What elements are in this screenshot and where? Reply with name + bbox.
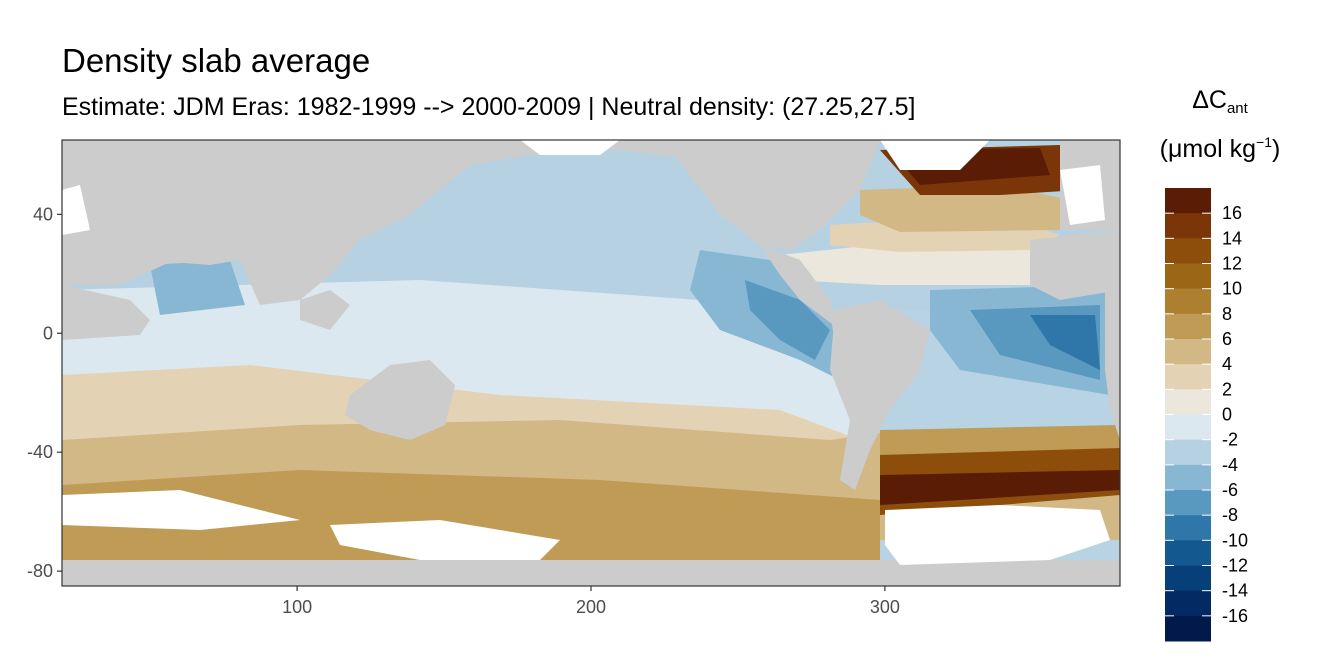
eta-anomaly-core — [1030, 315, 1100, 370]
missing-nordic — [1060, 165, 1105, 225]
missing-ross-indian — [330, 520, 560, 560]
missing-arctic-atlantic — [880, 140, 990, 170]
legend-tick-label: -12 — [1222, 556, 1248, 576]
x-tick-label: 200 — [576, 597, 606, 617]
legend-tick-label: 14 — [1222, 228, 1242, 248]
natl-subtropical — [780, 240, 1030, 285]
legend-color-step — [1165, 490, 1211, 516]
land-maritime-asia — [300, 290, 350, 330]
legend-tick-label: 4 — [1222, 354, 1232, 374]
legend-color-step — [1165, 389, 1211, 415]
legend-color-step — [1165, 339, 1211, 365]
y-tick-label: 0 — [43, 323, 53, 343]
legend-color-step — [1165, 540, 1211, 566]
band-south-60 — [62, 470, 880, 560]
land-east-africa — [62, 285, 150, 340]
legend-tick-label: -2 — [1222, 430, 1238, 450]
missing-arctic-pacific — [520, 140, 620, 155]
land-antarctica — [62, 560, 1120, 586]
x-tick-label: 300 — [870, 597, 900, 617]
y-tick-label: -40 — [27, 442, 53, 462]
legend-tick-label: 16 — [1222, 203, 1242, 223]
legend-color-step — [1165, 464, 1211, 491]
y-tick-label: 40 — [33, 204, 53, 224]
missing-data — [62, 140, 1110, 565]
etp-anomaly-inner — [745, 280, 830, 360]
band-subtropical-south — [62, 365, 860, 440]
legend-color-step — [1165, 238, 1211, 264]
missing-weddell — [885, 505, 1110, 565]
legend-color-step — [1165, 439, 1211, 466]
band-atlantic-south-peak — [880, 470, 1120, 505]
chart-subtitle: Estimate: JDM Eras: 1982-1999 --> 2000-2… — [62, 93, 916, 121]
land — [62, 140, 1120, 586]
legend-tick-label: -14 — [1222, 581, 1248, 601]
legend-color-step — [1165, 590, 1211, 617]
land-north-america — [660, 140, 880, 250]
legend-tick-label: 8 — [1222, 304, 1232, 324]
land-europe-africa-east — [1030, 230, 1120, 300]
legend-tick-label: -16 — [1222, 606, 1248, 626]
legend-color-step — [1165, 414, 1211, 441]
legend-colorbar: 16 14 12 10 8 6 4 2 0 -2 -4 -6 -8 -10 -12 -14 -16 — [1165, 188, 1248, 642]
band-atlantic-south-mid — [880, 425, 1120, 455]
y-axis: 40 0 -40 -80 — [27, 204, 62, 581]
legend-unit-superscript: −1 — [1256, 134, 1272, 150]
natl-subpolar-south — [860, 185, 1070, 232]
land-australia — [345, 360, 455, 440]
arabian-sea-anomaly — [150, 260, 245, 315]
legend-title-main: ΔC — [1192, 86, 1227, 114]
missing-west-edge — [62, 185, 90, 235]
x-axis: 100 200 300 — [282, 586, 900, 617]
legend-tick-label: -8 — [1222, 505, 1238, 525]
legend-unit-close: ) — [1272, 135, 1281, 163]
missing-weddell-indian — [62, 490, 300, 530]
legend-tick-label: 2 — [1222, 379, 1232, 399]
legend-unit: (μmol kg−1) — [1150, 134, 1290, 164]
land-central-america — [760, 245, 840, 330]
legend-tick-label: 6 — [1222, 329, 1232, 349]
map-layer — [62, 140, 1120, 586]
land-africa-west-coast — [1105, 290, 1120, 440]
land-north-pacific-rim — [440, 140, 700, 190]
y-tick-label: -80 — [27, 561, 53, 581]
legend-color-step — [1165, 615, 1211, 642]
legend-color-step — [1165, 313, 1211, 340]
legend-color-step — [1165, 188, 1211, 214]
x-tick-label: 100 — [282, 597, 312, 617]
legend-tick-label: 12 — [1222, 254, 1242, 274]
legend-tick-label: -10 — [1222, 530, 1248, 550]
land-eurasia-africa-west — [62, 140, 450, 305]
legend-tick-label: -4 — [1222, 455, 1238, 475]
legend-title-subscript: ant — [1226, 100, 1248, 117]
legend-color-step — [1165, 364, 1211, 390]
legend-tick-label: 10 — [1222, 279, 1242, 299]
chart-title: Density slab average — [62, 42, 371, 79]
legend-color-step — [1165, 263, 1211, 290]
land-south-america — [830, 300, 930, 490]
legend-tick-label: -6 — [1222, 480, 1238, 500]
legend-title: ΔCant — [1150, 86, 1290, 117]
legend-color-step — [1165, 515, 1211, 541]
legend-tick-label: 0 — [1222, 405, 1232, 425]
legend-color-step — [1165, 565, 1211, 592]
legend-color-step — [1165, 213, 1211, 239]
legend-color-step — [1165, 288, 1211, 315]
legend-unit-open: (μmol kg — [1159, 135, 1257, 163]
